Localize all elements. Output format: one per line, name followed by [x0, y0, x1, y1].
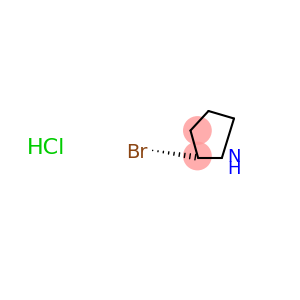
- Text: N: N: [227, 148, 241, 166]
- Text: Br: Br: [126, 143, 147, 163]
- Text: H: H: [227, 160, 241, 178]
- Text: HCl: HCl: [27, 139, 66, 158]
- Circle shape: [183, 142, 212, 170]
- Circle shape: [183, 116, 212, 145]
